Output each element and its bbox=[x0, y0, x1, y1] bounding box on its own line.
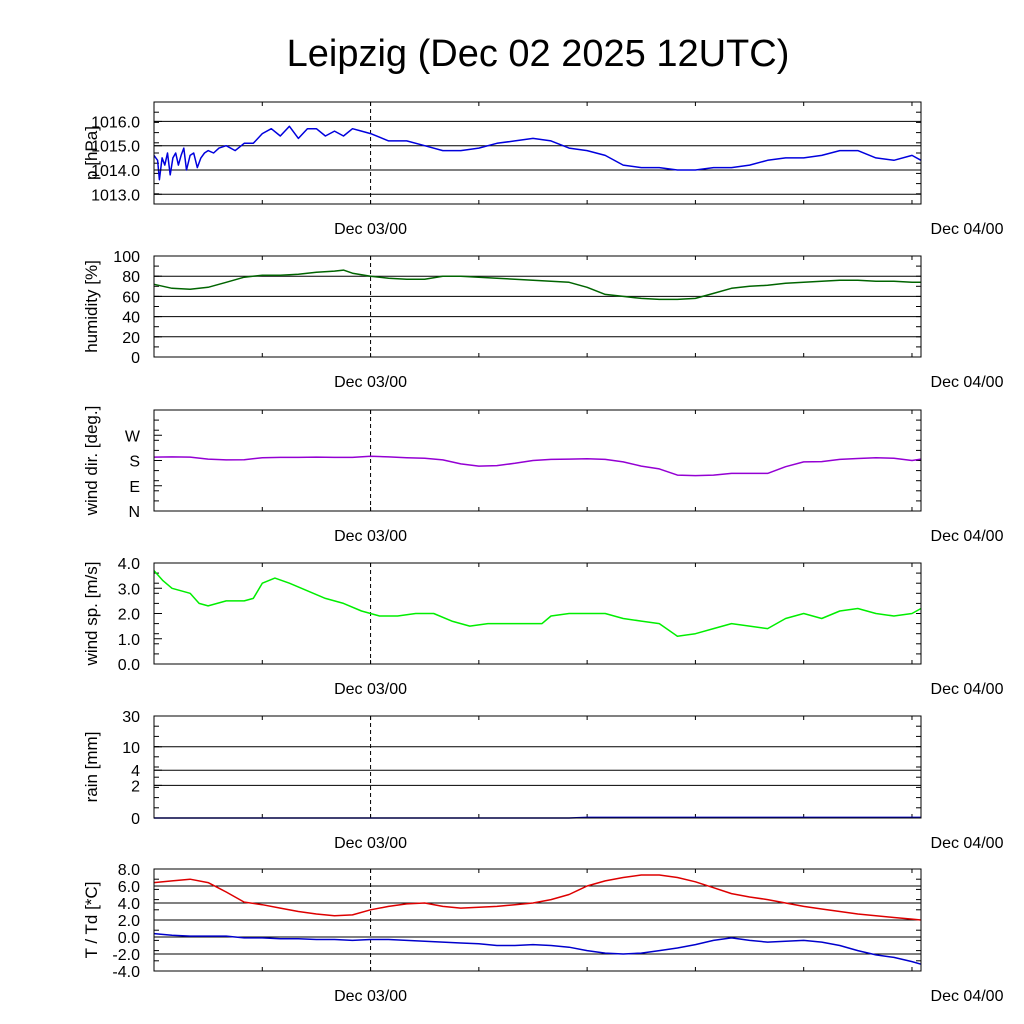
x-tick-label: Dec 04/00 bbox=[931, 221, 1004, 238]
panel-humidity: 0 20 40 60 80 100 Dec 03/00 Dec 04/00 humidity [… bbox=[82, 249, 1004, 391]
x-tick-label: Dec 04/00 bbox=[931, 835, 1004, 852]
x-tick-label: Dec 04/00 bbox=[931, 681, 1004, 698]
y-tick-label: 6.0 bbox=[118, 879, 140, 896]
y-axis-label: p [hPa] bbox=[82, 126, 101, 180]
series-wind_dir bbox=[153, 455, 922, 477]
y-tick-label: 0 bbox=[131, 350, 140, 367]
y-tick-label: 2 bbox=[131, 778, 140, 795]
y-tick-label: 60 bbox=[122, 289, 140, 306]
y-tick-label: 1013.0 bbox=[91, 187, 140, 204]
x-tick-label: Dec 04/00 bbox=[931, 528, 1004, 545]
y-tick-label: 30 bbox=[122, 709, 140, 726]
y-axis-label: wind dir. [deg.] bbox=[82, 406, 101, 517]
y-tick-label: 20 bbox=[122, 330, 140, 347]
panel-rain: 0 24 10 30 Dec 03/00 Dec 04/00 rain [mm] bbox=[82, 709, 1004, 852]
y-tick-label: 100 bbox=[113, 249, 140, 266]
y-axis-label: humidity [%] bbox=[82, 260, 101, 353]
y-tick-label: 2.0 bbox=[118, 913, 140, 930]
y-tick-label: 0.0 bbox=[118, 657, 140, 674]
y-axis-label: T / Td [*C] bbox=[82, 882, 101, 959]
series-wind_speed bbox=[153, 570, 922, 637]
y-axis-label: wind sp. [m/s] bbox=[82, 562, 101, 667]
y-tick-label: 2.0 bbox=[118, 607, 140, 624]
panels: 1013.0 1014.0 1015.0 1016.0 Dec 03/00 Dec 04/… bbox=[82, 101, 1004, 1005]
chart-title: Leipzig (Dec 02 2025 12UTC) bbox=[287, 33, 790, 75]
y-tick-label: 10 bbox=[122, 740, 140, 757]
y-tick-label: 0.0 bbox=[118, 930, 140, 947]
series-temperature bbox=[153, 874, 922, 921]
x-tick-label: Dec 04/00 bbox=[931, 988, 1004, 1005]
y-tick-label: 80 bbox=[122, 269, 140, 286]
y-axis-label: rain [mm] bbox=[82, 732, 101, 803]
y-tick-label: 40 bbox=[122, 310, 140, 327]
x-tick-label: Dec 03/00 bbox=[334, 528, 407, 545]
x-tick-label: Dec 03/00 bbox=[334, 221, 407, 238]
x-tick-label: Dec 03/00 bbox=[334, 835, 407, 852]
plot-frame bbox=[153, 715, 922, 819]
plot-frame bbox=[153, 101, 922, 205]
y-tick-label: 8.0 bbox=[118, 862, 140, 879]
y-tick-label: E bbox=[129, 479, 140, 496]
x-tick-label: Dec 03/00 bbox=[334, 374, 407, 391]
series-humidity bbox=[153, 269, 921, 301]
y-tick-label: W bbox=[125, 428, 141, 445]
y-tick-label: N bbox=[128, 504, 140, 521]
x-tick-label: Dec 03/00 bbox=[334, 988, 407, 1005]
panel-temperature: -4.0-2.00.02.04.06.08.0 Dec 03/00 Dec 04/0… bbox=[82, 862, 1004, 1005]
y-tick-label: S bbox=[129, 454, 140, 471]
y-tick-label: 4 bbox=[131, 763, 140, 780]
y-tick-label: 1016.0 bbox=[91, 114, 140, 131]
y-tick-label: 4.0 bbox=[118, 896, 140, 913]
y-tick-label: 3.0 bbox=[118, 581, 140, 598]
y-tick-label: 1015.0 bbox=[91, 139, 140, 156]
series-pressure bbox=[153, 125, 922, 181]
y-tick-label: 4.0 bbox=[118, 556, 140, 573]
x-tick-label: Dec 03/00 bbox=[334, 681, 407, 698]
y-tick-label: 1.0 bbox=[118, 632, 140, 649]
y-tick-label: 1014.0 bbox=[91, 163, 140, 180]
y-tick-label: 0 bbox=[131, 811, 140, 828]
y-tick-label: -4.0 bbox=[112, 964, 140, 981]
series-dewpoint bbox=[153, 932, 922, 965]
panel-wind-speed: 0.0 1.0 2.0 3.0 4.0 Dec 03/00 Dec 04/00 wind sp… bbox=[82, 556, 1004, 698]
panel-pressure: 1013.0 1014.0 1015.0 1016.0 Dec 03/00 Dec 04/… bbox=[82, 101, 1004, 238]
x-tick-label: Dec 04/00 bbox=[931, 374, 1004, 391]
plot-frame bbox=[153, 255, 922, 358]
y-tick-label: -2.0 bbox=[112, 947, 140, 964]
